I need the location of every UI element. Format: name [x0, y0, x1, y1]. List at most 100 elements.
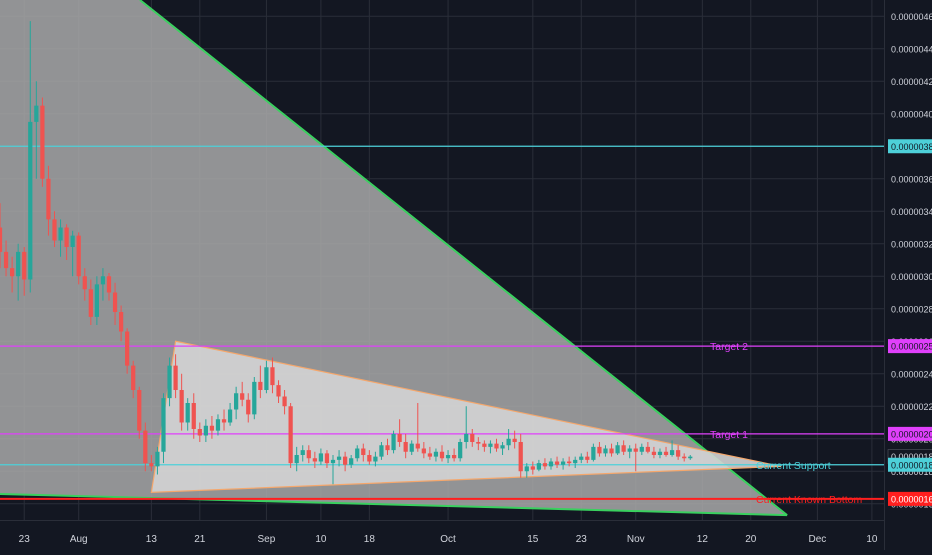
price-badge	[888, 491, 932, 506]
candle-body	[482, 443, 487, 447]
candle-body	[458, 442, 463, 459]
candle-body	[118, 312, 124, 332]
level-label: Current Support	[756, 460, 831, 472]
candle-body	[536, 463, 541, 470]
candle-body	[100, 276, 106, 285]
candle-body	[361, 448, 366, 455]
time-tick-label: 23	[19, 534, 31, 545]
time-tick-label: 20	[745, 534, 757, 545]
candle-body	[682, 456, 687, 459]
candle-body	[215, 419, 221, 431]
candle-body	[40, 105, 45, 179]
candle-body	[451, 455, 457, 459]
candle-body	[330, 459, 336, 464]
candle-body	[567, 461, 572, 464]
candle-body	[676, 450, 681, 457]
price-badge-label: 0.00000189	[891, 452, 932, 462]
candle-body	[349, 458, 354, 465]
price-badge-label: 0.00000184	[891, 460, 932, 470]
candle-body	[125, 331, 130, 366]
candle-body	[246, 399, 251, 415]
candle-body	[264, 367, 269, 390]
candle-body	[476, 442, 481, 444]
candle-body	[403, 442, 408, 452]
candle-body	[518, 442, 523, 472]
candle-body	[300, 450, 305, 455]
candle-body	[343, 456, 348, 465]
time-tick-label: 13	[146, 534, 158, 545]
price-badge-label: 0.00000163	[891, 494, 932, 504]
candle-body	[312, 458, 317, 462]
candle-body	[573, 459, 578, 464]
candle-body	[379, 445, 384, 457]
candle-body	[415, 443, 420, 449]
candle-body	[288, 406, 293, 464]
candle-body	[554, 461, 560, 465]
candle-body	[173, 365, 178, 390]
candle-body	[0, 227, 3, 252]
candle-body	[524, 466, 529, 472]
candle-body	[470, 433, 475, 442]
candle-body	[324, 453, 330, 464]
candle-body	[191, 403, 196, 429]
candle-body	[663, 451, 669, 455]
candle-body	[542, 463, 548, 467]
candle-body	[234, 393, 239, 410]
time-tick-label: 23	[576, 534, 588, 545]
candle-body	[240, 393, 245, 400]
candle-body	[276, 385, 281, 397]
time-tick-label: 15	[527, 534, 539, 545]
time-axis[interactable]: 23 Aug 13 21 Sep 10 18 Oct 15 23 Nov 12 20 Dec 10	[0, 520, 884, 550]
candle-body	[512, 438, 517, 442]
candle-body	[149, 463, 154, 467]
candle-body	[621, 445, 626, 452]
candle-body	[294, 455, 299, 464]
candle-body	[645, 446, 650, 452]
candle-body	[391, 433, 396, 451]
candle-body	[500, 445, 505, 449]
candle-body	[585, 456, 590, 460]
time-axis-background	[0, 520, 884, 550]
candle-body	[427, 453, 433, 457]
candle-body	[143, 430, 148, 464]
price-badge	[888, 339, 932, 354]
time-tick-label: 12	[697, 534, 709, 545]
price-badge	[888, 139, 932, 154]
wedge-lower-trendline	[0, 493, 788, 517]
candle-body	[688, 456, 693, 459]
candle-body	[548, 461, 554, 467]
time-tick-label: Nov	[627, 534, 645, 545]
candle-body	[227, 409, 233, 423]
candle-body	[560, 461, 566, 465]
candle-body	[439, 451, 445, 459]
candle-body	[252, 381, 257, 415]
candle-body	[58, 227, 63, 241]
candle-body	[336, 456, 342, 460]
wedge-upper-trendline	[139, 0, 788, 516]
candle-body	[76, 235, 81, 277]
candle-body	[433, 451, 439, 457]
candle-body	[64, 227, 69, 247]
level-label: Target 1	[710, 429, 748, 441]
price-badge	[888, 457, 932, 472]
time-tick-label: 10	[866, 534, 878, 545]
candle-body	[258, 381, 263, 390]
candle-body	[3, 251, 9, 269]
candle-body	[88, 289, 93, 317]
time-tick-label: Oct	[440, 534, 456, 545]
candle-body	[633, 448, 638, 452]
level-label: Target 2	[710, 341, 748, 353]
candle-body	[167, 365, 172, 399]
candle-body	[34, 105, 39, 122]
candle-body	[70, 235, 75, 247]
candle-body	[306, 450, 311, 459]
candle-body	[282, 396, 287, 407]
